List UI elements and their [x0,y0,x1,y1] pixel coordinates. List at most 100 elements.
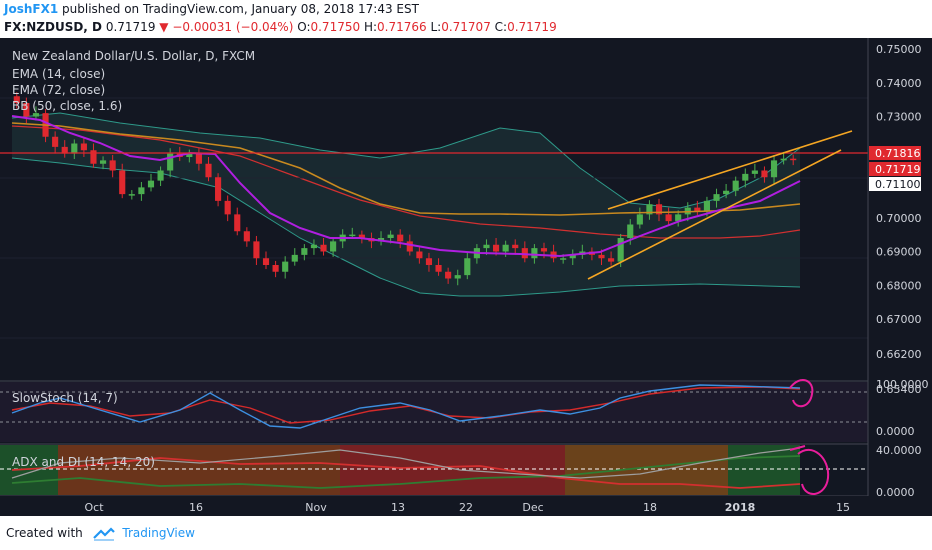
high-label: H: [363,20,378,34]
bull-candle [502,244,509,252]
price-tag-bg [869,162,921,176]
bull-candle [291,254,298,262]
bear-candle [23,103,30,117]
bull-candle [282,261,289,272]
trend-channel[interactable] [587,130,853,280]
price-tick-label: 0.74000 [876,77,922,90]
ema72-line [11,122,801,216]
time-axis: Oct 16 Nov 13 22 Dec 18 2018 15 [0,496,932,516]
price-tag-bg [869,177,921,191]
bear-candle [253,241,260,259]
high-value: 0.71766 [377,20,427,34]
bear-candle [397,234,404,242]
bull-candle [675,214,682,222]
stoch-d-line [11,386,801,424]
bear-candle [694,207,701,211]
footer: Created with TradingView [6,526,195,541]
bear-candle [61,146,68,154]
bear-candle [90,150,97,164]
bear-candle [790,158,797,161]
last-price: 0.71719 [105,20,156,34]
bull-candle [531,248,538,259]
bull-candle [128,194,135,196]
main-pane-title: New Zealand Dollar/U.S. Dollar, D, FXCM [12,49,255,63]
adx-tick-label: 40.0000 [876,444,922,457]
bull-candle [560,258,567,260]
adx-region [340,445,565,495]
stoch-k-line [11,384,801,429]
price-change: −0.00031 (−0.04%) [172,20,294,34]
grid [0,97,868,339]
time-tick-label: Dec [522,501,543,514]
price-tag-label: 0.71816 [875,147,921,160]
bull-candle [617,238,624,262]
bull-candle [742,173,749,181]
bear-candle [119,170,126,195]
chart-area[interactable]: 0.750000.740000.730000.720000.710000.700… [0,38,932,520]
time-tick-label: 16 [189,501,203,514]
ohlc-header: FX:NZDUSD, D 0.71719 ▼ −0.00031 (−0.04%)… [4,20,557,34]
bear-candle [540,248,548,252]
bear-candle [521,248,528,259]
bear-candle [109,160,116,171]
bear-candle [80,143,87,151]
tradingview-brand-link[interactable]: TradingView [122,526,195,540]
time-tick-label: Nov [305,501,327,514]
symbol-label: FX:NZDUSD, D [4,20,102,34]
price-tag-label: 0.71719 [875,163,921,176]
bear-candle [598,254,605,259]
bull-candle [636,214,643,225]
bull-candle [301,248,308,255]
tradingview-logo-icon [92,526,115,541]
bear-candle [272,265,279,272]
time-tick-label: 13 [391,501,405,514]
stoch-tick-label: 0.0000 [876,425,915,438]
bull-candle [569,254,576,259]
bear-candle [445,271,452,279]
bull-candle [147,180,155,188]
price-tick-label: 0.66200 [876,348,922,361]
bull-candle [71,143,78,154]
price-axis-background [868,38,932,516]
bear-candle [435,265,442,272]
bull-candle [330,241,337,252]
publish-header: JoshFX1 published on TradingView.com, Ja… [4,2,419,16]
adx-line [11,447,801,479]
bear-candle [761,170,768,178]
legend-ema14: EMA (14, close) [12,67,105,81]
bear-candle [205,163,212,178]
bull-candle [703,200,711,211]
channel-lower-line [587,149,842,280]
bear-candle [425,258,433,265]
bear-candle [215,177,222,201]
bb-lower-line [11,157,801,297]
adx-region [565,445,728,495]
bull-candle [167,153,174,171]
bear-candle [224,200,231,215]
bear-candle [195,153,202,164]
low-label: L: [430,20,442,34]
bear-candle [320,244,327,252]
bear-candle [406,241,413,252]
price-tag-bg [869,146,921,160]
bull-candle [770,160,778,178]
bull-candle [713,194,720,201]
bear-candle [358,234,365,238]
open-value: 0.71750 [310,20,361,34]
close-value: 0.71719 [507,20,557,34]
time-tick-label: 2018 [725,501,756,514]
bear-candle [52,136,59,147]
time-tick-label: Oct [84,501,104,514]
bear-candle [416,251,423,259]
bb-upper-line [11,112,801,209]
bear-candle [608,258,615,262]
bull-candle [780,158,787,161]
price-tag-label: 0.71100 [875,178,921,191]
adx-circle-annotation [789,445,830,495]
stoch-tick-label: 100.0000 [876,378,929,391]
close-label: C: [494,20,508,34]
ema-lines [11,115,801,258]
bull-candle [99,160,107,164]
author-link[interactable]: JoshFX1 [4,2,59,16]
adx-region [800,445,868,495]
